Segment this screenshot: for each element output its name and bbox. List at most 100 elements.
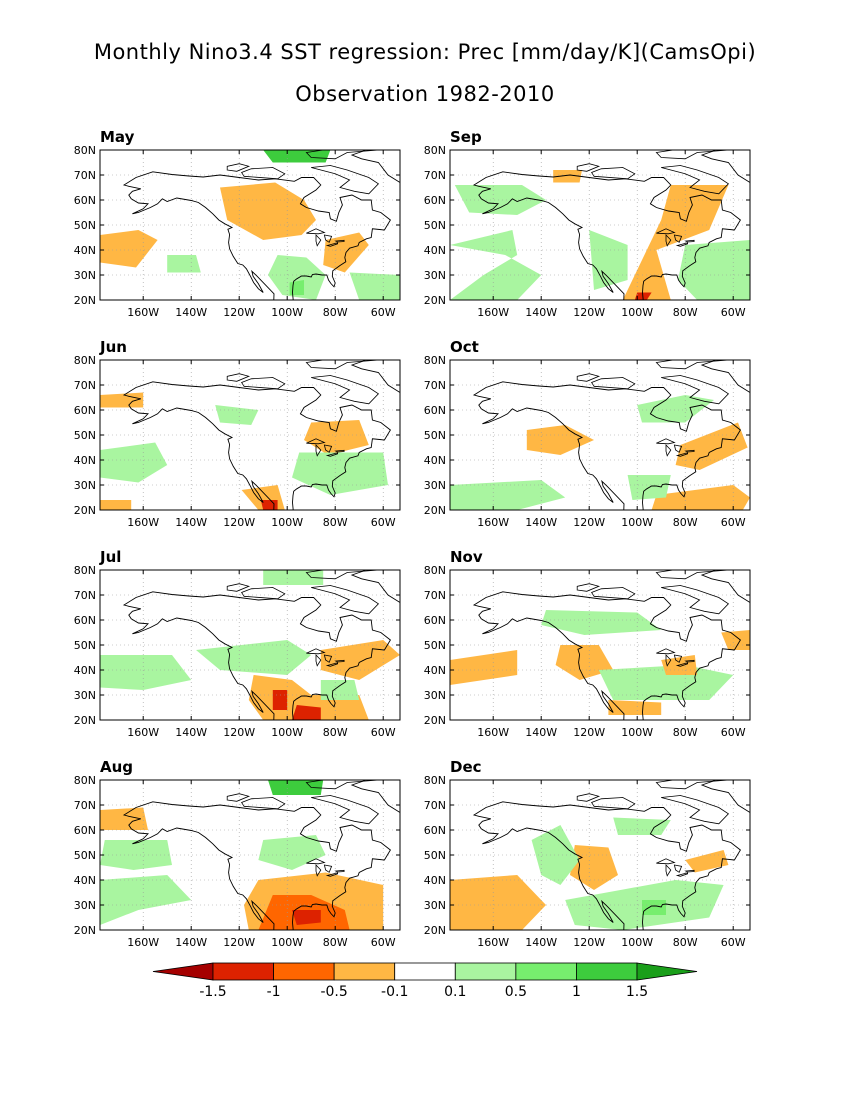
coastline-island: [576, 163, 601, 172]
lake-outline: [315, 444, 322, 457]
lat-tick-label: 40N: [74, 664, 96, 677]
coastline-island: [241, 797, 286, 810]
lon-tick-label: 60W: [371, 936, 396, 949]
lake-outline: [325, 662, 338, 667]
anomaly-region: [100, 392, 144, 408]
lake-outline: [306, 438, 326, 445]
lake-outline: [673, 864, 683, 873]
lon-tick-label: 60W: [371, 726, 396, 739]
lon-tick-label: 160W: [477, 726, 509, 739]
map-panel-oct: 20N 30N 40N 50N 60N 70N 80N 160W 140W 120W 100W 80W…: [424, 338, 751, 529]
lat-tick-label: 40N: [424, 664, 446, 677]
anomaly-region: [450, 875, 546, 930]
lat-tick-label: 20N: [74, 294, 96, 307]
anomaly-region: [289, 280, 304, 295]
lat-tick-label: 30N: [74, 479, 96, 492]
lat-tick-label: 70N: [424, 799, 446, 812]
coastline-greenland: [700, 360, 750, 394]
lat-tick-label: 40N: [74, 454, 96, 467]
coastline-island: [655, 360, 729, 370]
coastline-island: [311, 375, 380, 405]
lake-outline: [323, 654, 333, 663]
lake-outline: [684, 239, 695, 243]
coastline: [122, 591, 391, 720]
lat-tick-label: 50N: [424, 429, 446, 442]
lake-outline: [315, 864, 322, 877]
coastline-island: [241, 587, 286, 600]
panel-title: Jul: [99, 548, 121, 566]
coastline-island: [661, 165, 730, 195]
lat-tick-label: 80N: [74, 774, 96, 787]
anomaly-region: [450, 230, 542, 300]
anomaly-region: [555, 645, 614, 680]
lake-outline: [673, 654, 683, 663]
colorbar-label: 1: [572, 984, 581, 1000]
lon-tick-label: 80W: [673, 726, 698, 739]
lon-tick-label: 100W: [621, 306, 653, 319]
lake-outline: [306, 228, 326, 235]
coastline-island: [305, 150, 379, 160]
lat-tick-label: 50N: [424, 639, 446, 652]
lon-tick-label: 60W: [721, 936, 746, 949]
coastline-island: [576, 793, 601, 802]
lat-tick-label: 60N: [424, 404, 446, 417]
coastline-island: [311, 165, 380, 195]
lon-tick-label: 60W: [721, 306, 746, 319]
anomaly-region: [608, 700, 662, 715]
anomaly-region: [642, 900, 666, 915]
coastline-island: [591, 167, 636, 180]
lat-tick-label: 50N: [424, 219, 446, 232]
lat-tick-label: 70N: [74, 589, 96, 602]
lon-tick-label: 140W: [525, 936, 557, 949]
anomaly-region: [637, 395, 714, 423]
lake-outline: [306, 648, 326, 655]
lon-tick-label: 100W: [271, 306, 303, 319]
lake-outline: [665, 234, 672, 247]
lake-outline: [684, 659, 695, 663]
map-panel-may: 20N 30N 40N 50N 60N 70N 80N 160W 140W 120W 100W 80W…: [74, 128, 401, 319]
lon-tick-label: 140W: [525, 726, 557, 739]
lake-outline: [325, 452, 338, 457]
lat-tick-label: 80N: [74, 354, 96, 367]
lon-tick-label: 60W: [721, 726, 746, 739]
anomaly-region: [263, 150, 331, 163]
map-panel-sep: 20N 30N 40N 50N 60N 70N 80N 160W 140W 120W 100W 80W…: [424, 128, 751, 319]
anomaly-region: [100, 875, 192, 925]
lat-tick-label: 70N: [74, 379, 96, 392]
coastline-island: [661, 375, 730, 405]
anomaly-region: [100, 807, 148, 830]
coastline-island: [226, 163, 251, 172]
lake-outline: [675, 872, 688, 877]
map-panel-jul: 20N 30N 40N 50N 60N 70N 80N 160W 140W 120W 100W 80W…: [74, 548, 401, 739]
lat-tick-label: 50N: [74, 639, 96, 652]
coastline-greenland: [350, 780, 400, 814]
lon-tick-label: 160W: [477, 936, 509, 949]
anomaly-region: [100, 442, 168, 483]
coastline-island: [226, 583, 251, 592]
colorbar-cell: [273, 962, 335, 981]
lat-tick-label: 30N: [424, 689, 446, 702]
colorbar-cell: [394, 962, 456, 981]
figure-title: Monthly Nino3.4 SST regression: Prec [mm…: [93, 40, 757, 64]
anomaly-region: [292, 705, 321, 720]
lon-tick-label: 160W: [127, 726, 159, 739]
coastline-island: [241, 377, 286, 390]
anomaly-region: [320, 680, 360, 700]
map-panel-dec: 20N 30N 40N 50N 60N 70N 80N 160W 140W 120W 100W 80W…: [424, 758, 751, 949]
anomaly-region: [220, 182, 316, 240]
lon-tick-label: 160W: [127, 936, 159, 949]
coastline-greenland: [700, 780, 750, 814]
lake-outline: [323, 444, 333, 453]
anomaly-region: [258, 835, 326, 870]
colorbar-label: 0.5: [505, 984, 527, 1000]
anomaly-region: [263, 570, 324, 585]
lat-tick-label: 80N: [424, 564, 446, 577]
lake-outline: [665, 444, 672, 457]
lon-tick-label: 60W: [371, 516, 396, 529]
lon-tick-label: 80W: [673, 306, 698, 319]
coastline-island: [591, 797, 636, 810]
lat-tick-label: 70N: [74, 799, 96, 812]
lon-tick-label: 80W: [323, 936, 348, 949]
map-panel-aug: 20N 30N 40N 50N 60N 70N 80N 160W 140W 120W 100W 80W…: [74, 758, 401, 949]
colorbar-cell: [454, 962, 517, 981]
